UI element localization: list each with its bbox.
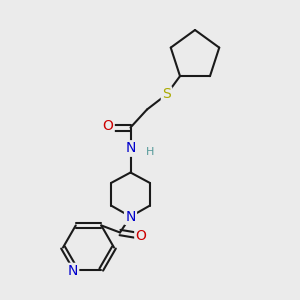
Text: O: O xyxy=(136,229,146,243)
Text: O: O xyxy=(103,119,113,133)
Text: H: H xyxy=(146,147,154,158)
Text: S: S xyxy=(162,88,171,101)
Text: N: N xyxy=(125,142,136,155)
Text: N: N xyxy=(125,210,136,224)
Text: N: N xyxy=(68,264,78,278)
